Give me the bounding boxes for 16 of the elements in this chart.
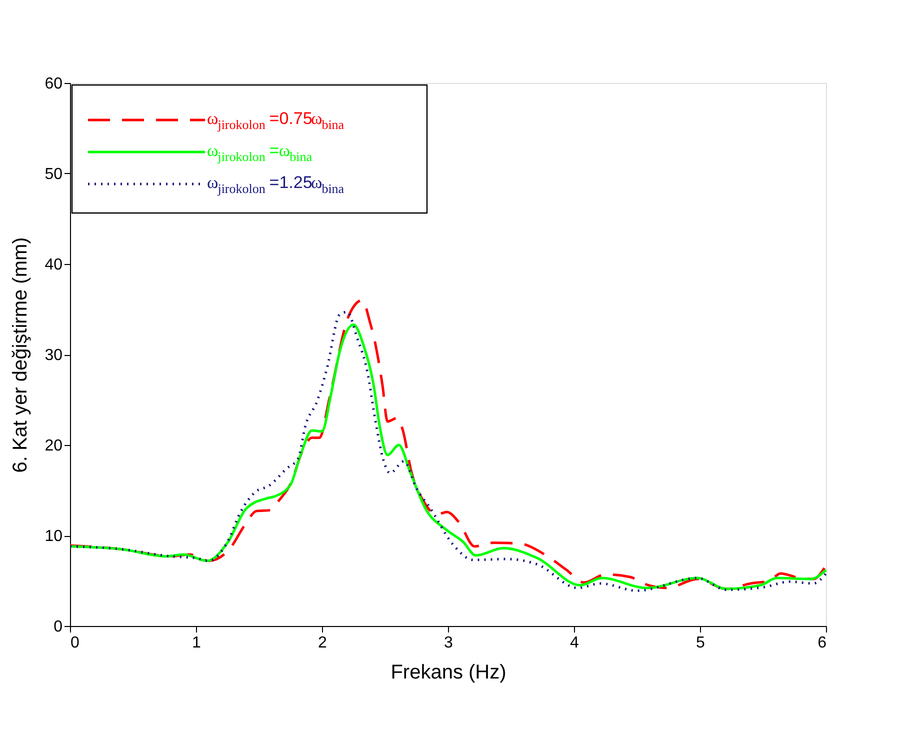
x-tick-label: 1: [192, 634, 202, 652]
y-tick-label: 60: [44, 76, 63, 92]
y-tick-label: 20: [44, 438, 63, 454]
y-tick-label: 40: [44, 256, 63, 274]
x-tick-label: 2: [318, 634, 328, 652]
x-tick-label: 4: [570, 634, 580, 652]
y-tick-label: 50: [44, 166, 63, 183]
y-tick-label: 30: [44, 347, 63, 364]
y-tick-label: 0: [54, 618, 63, 636]
x-axis-title: Frekans (Hz): [390, 662, 506, 684]
y-axis-title: 6. Kat yer değiştirme (mm): [10, 237, 32, 473]
x-tick-label: 6: [818, 634, 827, 652]
x-tick-label: 0: [70, 634, 80, 652]
x-tick-label: 3: [444, 634, 454, 652]
y-tick-label: 10: [44, 528, 63, 545]
x-tick-label: 5: [696, 634, 706, 652]
